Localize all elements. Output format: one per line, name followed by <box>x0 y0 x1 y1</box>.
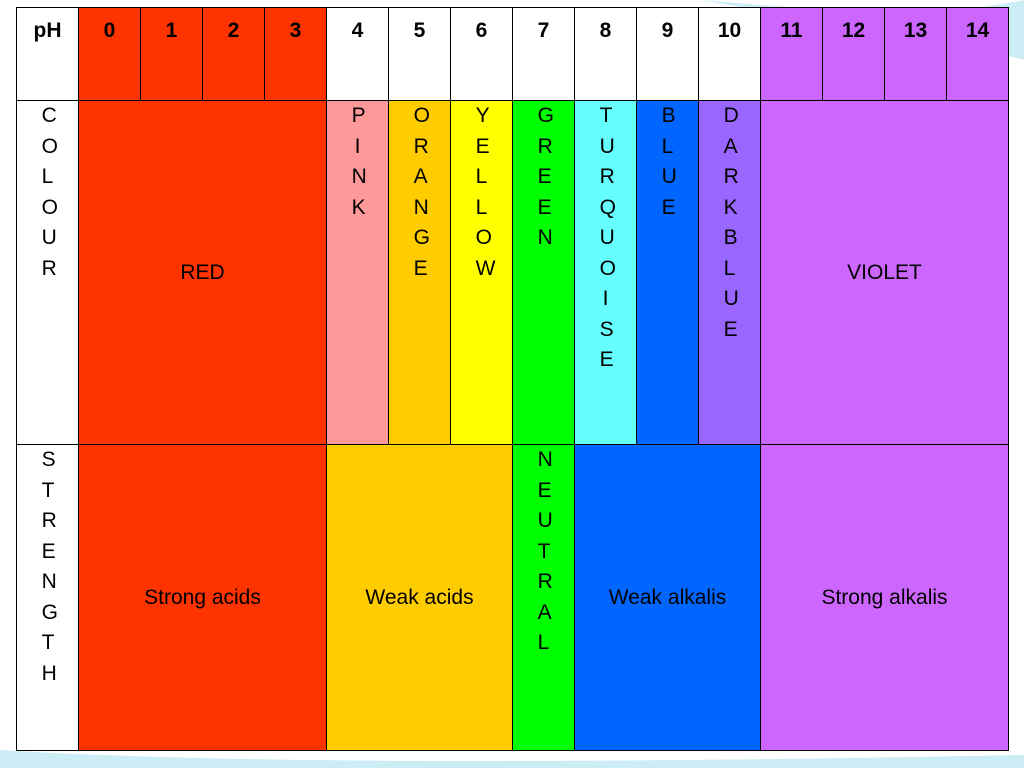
colour-yellow-cell: YELLOW <box>450 100 513 445</box>
ph-value-6: 6 <box>450 7 513 101</box>
colour-row: COLOUR RED PINK ORANGE YELLOW GREEN TURQ… <box>16 100 1009 445</box>
ph-header-row: pH 0 1 2 3 4 5 6 7 8 9 10 11 12 13 14 <box>16 7 1009 101</box>
colour-turquoise-cell: TURQUOISE <box>574 100 637 445</box>
ph-value-3: 3 <box>264 7 327 101</box>
colour-row-label: COLOUR <box>16 100 79 445</box>
strength-row-label: STRENGTH <box>16 444 79 751</box>
ph-value-14: 14 <box>946 7 1009 101</box>
strength-strong-alkalis-cell: Strong alkalis <box>760 444 1009 751</box>
strength-weak-acids-cell: Weak acids <box>326 444 513 751</box>
ph-value-13: 13 <box>884 7 947 101</box>
colour-green-cell: GREEN <box>512 100 575 445</box>
colour-red-cell: RED <box>78 100 327 445</box>
colour-pink-cell: PINK <box>326 100 389 445</box>
strength-weak-alkalis-cell: Weak alkalis <box>574 444 761 751</box>
ph-value-2: 2 <box>202 7 265 101</box>
colour-orange-cell: ORANGE <box>388 100 451 445</box>
colour-violet-cell: VIOLET <box>760 100 1009 445</box>
ph-value-9: 9 <box>636 7 699 101</box>
ph-scale-table: pH 0 1 2 3 4 5 6 7 8 9 10 11 12 13 14 CO… <box>16 7 1009 751</box>
ph-value-0: 0 <box>78 7 141 101</box>
ph-value-11: 11 <box>760 7 823 101</box>
ph-value-4: 4 <box>326 7 389 101</box>
colour-blue-cell: BLUE <box>636 100 699 445</box>
strength-row: STRENGTH Strong acids Weak acids NEUTRAL… <box>16 444 1009 751</box>
ph-value-5: 5 <box>388 7 451 101</box>
ph-value-8: 8 <box>574 7 637 101</box>
ph-row-label: pH <box>16 7 79 101</box>
strength-neutral-cell: NEUTRAL <box>512 444 575 751</box>
ph-value-7: 7 <box>512 7 575 101</box>
strength-strong-acids-cell: Strong acids <box>78 444 327 751</box>
ph-value-10: 10 <box>698 7 761 101</box>
ph-value-12: 12 <box>822 7 885 101</box>
ph-value-1: 1 <box>140 7 203 101</box>
colour-dark-blue-cell: DARKBLUE <box>698 100 761 445</box>
